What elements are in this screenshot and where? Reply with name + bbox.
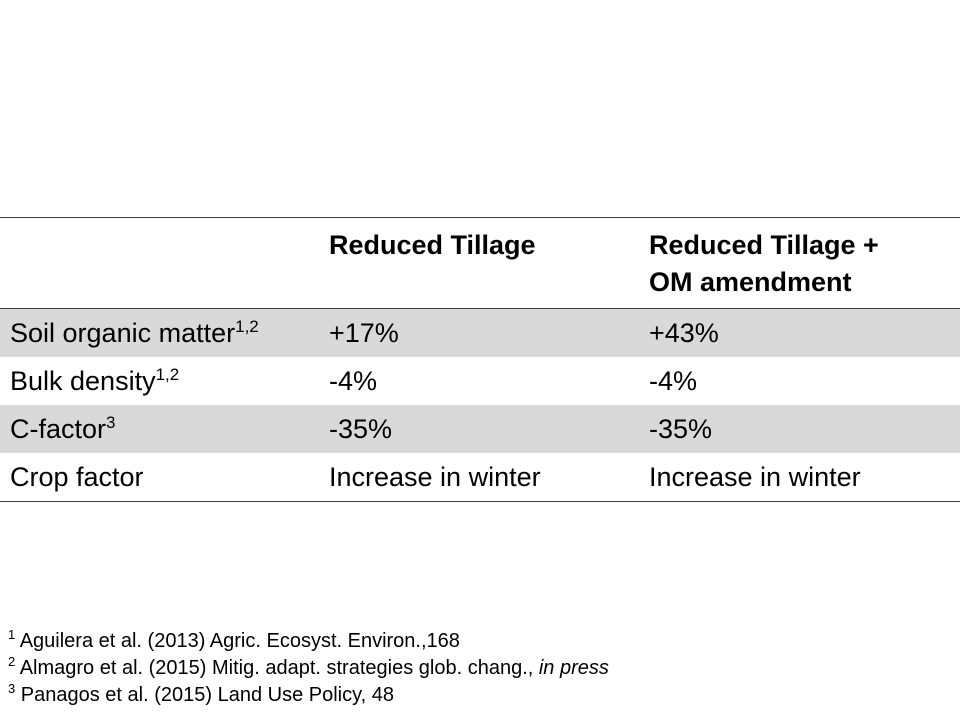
citation-superscript: 3 <box>106 413 116 432</box>
citation-superscript: 1,2 <box>155 365 180 384</box>
reduced-tillage-om-value: -4% <box>649 366 698 396</box>
reduced-tillage-om-value: -35% <box>646 405 960 453</box>
reduced-tillage-value: +17% <box>326 308 646 357</box>
reference-number: 3 <box>8 681 16 696</box>
header-reduced-tillage: Reduced Tillage <box>329 230 536 260</box>
reduced-tillage-value: -4% <box>329 366 378 396</box>
reduced-tillage-value: Increase in winter <box>329 462 541 492</box>
row-label: Soil organic matter <box>10 318 236 348</box>
references-list: 1 Aguilera et al. (2013) Agric. Ecosyst.… <box>8 628 609 709</box>
table-row: Bulk density1,2 -4% -4% <box>0 357 960 405</box>
header-reduced-tillage-om-line2: OM amendment <box>649 267 852 297</box>
row-label-cell: C-factor3 <box>0 405 326 453</box>
row-label-cell: Crop factor <box>0 453 326 502</box>
row-label: C-factor <box>10 414 107 444</box>
comparison-table: Reduced Tillage Reduced Tillage + OM ame… <box>0 217 960 502</box>
row-label: Crop factor <box>10 462 144 492</box>
reference-number: 1 <box>8 627 16 642</box>
row-label-cell: Soil organic matter1,2 <box>0 308 326 357</box>
reduced-tillage-om-value: Increase in winter <box>649 462 861 492</box>
row-label: Bulk density <box>10 366 156 396</box>
reference-text: Aguilera et al. (2013) Agric. Ecosyst. E… <box>19 630 460 652</box>
header-reduced-tillage-om-line1: Reduced Tillage + <box>649 230 879 260</box>
reference-item: 1 Aguilera et al. (2013) Agric. Ecosyst.… <box>8 628 609 655</box>
reference-number: 2 <box>8 654 16 669</box>
table-row: Crop factor Increase in winter Increase … <box>0 453 960 502</box>
reference-item: 3 Panagos et al. (2015) Land Use Policy,… <box>8 682 609 709</box>
header-reduced-tillage-om: Reduced Tillage + OM amendment <box>646 218 960 309</box>
header-empty <box>0 218 326 309</box>
reduced-tillage-om-value: +43% <box>646 308 960 357</box>
table-header-row: Reduced Tillage Reduced Tillage + OM ame… <box>0 218 960 309</box>
reference-text: Panagos et al. (2015) Land Use Policy, 4… <box>20 684 394 706</box>
reference-item: 2 Almagro et al. (2015) Mitig. adapt. st… <box>8 655 609 682</box>
citation-superscript: 1,2 <box>235 317 259 336</box>
row-label-cell: Bulk density1,2 <box>0 357 326 405</box>
reduced-tillage-value: -35% <box>326 405 646 453</box>
table-row: Soil organic matter1,2 +17% +43% <box>0 308 960 357</box>
reference-italic: in press <box>538 657 609 679</box>
reference-text: Almagro et al. (2015) Mitig. adapt. stra… <box>19 657 539 679</box>
table-row: C-factor3 -35% -35% <box>0 405 960 453</box>
